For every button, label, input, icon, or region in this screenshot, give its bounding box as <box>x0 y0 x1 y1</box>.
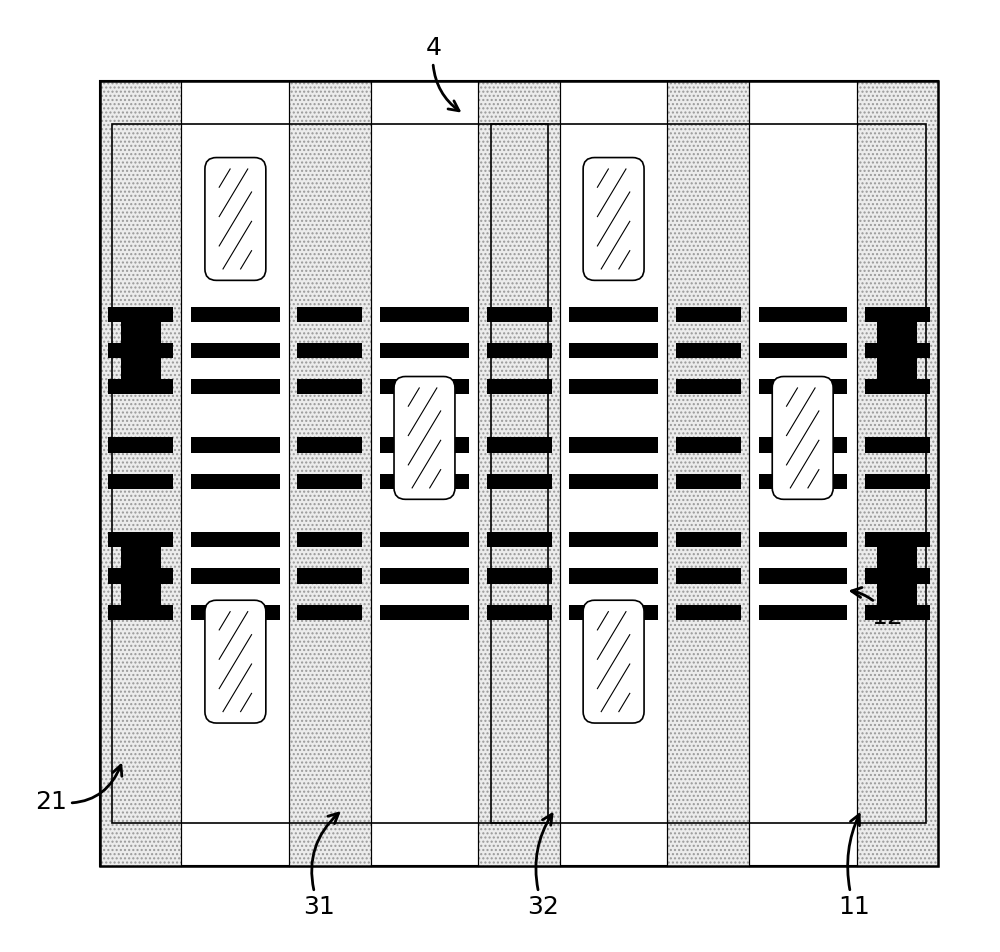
Bar <box>569 568 658 584</box>
Bar <box>676 379 741 394</box>
Bar <box>191 473 280 489</box>
Bar <box>759 307 847 322</box>
Bar <box>487 568 552 584</box>
Bar <box>857 81 938 866</box>
Bar <box>877 316 917 385</box>
FancyBboxPatch shape <box>583 601 644 724</box>
Bar <box>191 605 280 620</box>
Bar <box>191 307 280 322</box>
Bar <box>297 532 362 547</box>
Bar <box>108 379 173 394</box>
Bar <box>191 379 280 394</box>
Bar <box>380 473 469 489</box>
Bar <box>865 343 930 358</box>
Bar <box>759 568 847 584</box>
Bar <box>676 568 741 584</box>
Bar <box>380 307 469 322</box>
Bar <box>191 568 280 584</box>
Bar <box>380 438 469 452</box>
Bar <box>297 473 362 489</box>
Bar <box>297 568 362 584</box>
Bar <box>108 438 173 452</box>
Bar <box>478 81 560 866</box>
Bar <box>191 532 280 547</box>
Bar <box>491 124 926 823</box>
Bar <box>877 542 917 610</box>
Bar <box>569 473 658 489</box>
Bar <box>108 532 173 547</box>
Bar <box>297 379 362 394</box>
Bar <box>108 473 173 489</box>
FancyBboxPatch shape <box>205 601 266 724</box>
Bar <box>297 307 362 322</box>
Bar <box>865 379 930 394</box>
Bar <box>569 343 658 358</box>
Bar <box>865 473 930 489</box>
Bar <box>759 473 847 489</box>
Text: 31: 31 <box>303 813 339 920</box>
Bar <box>121 316 161 385</box>
Bar <box>676 605 741 620</box>
Bar <box>297 438 362 452</box>
Bar <box>676 473 741 489</box>
Bar <box>569 438 658 452</box>
Bar <box>108 568 173 584</box>
Text: 21: 21 <box>35 765 122 814</box>
Bar <box>100 81 181 866</box>
Bar <box>487 605 552 620</box>
Bar <box>865 568 930 584</box>
Bar <box>487 532 552 547</box>
Bar <box>676 343 741 358</box>
Bar <box>569 379 658 394</box>
Bar <box>759 532 847 547</box>
Bar <box>759 379 847 394</box>
Text: 32: 32 <box>527 814 559 920</box>
Bar <box>487 438 552 452</box>
Bar <box>759 343 847 358</box>
Bar <box>380 532 469 547</box>
Bar <box>865 605 930 620</box>
Bar <box>676 438 741 452</box>
Bar <box>108 343 173 358</box>
Bar <box>865 532 930 547</box>
Bar <box>676 307 741 322</box>
Bar <box>297 343 362 358</box>
Bar <box>108 307 173 322</box>
Bar <box>108 605 173 620</box>
Bar <box>487 473 552 489</box>
Bar <box>380 343 469 358</box>
Bar <box>297 605 362 620</box>
FancyBboxPatch shape <box>772 376 833 499</box>
Bar <box>380 568 469 584</box>
Bar <box>865 307 930 322</box>
Bar <box>759 438 847 452</box>
Bar <box>667 81 749 866</box>
Bar <box>569 532 658 547</box>
Text: 11: 11 <box>838 815 870 920</box>
Bar <box>759 605 847 620</box>
Bar <box>487 343 552 358</box>
Bar <box>112 124 548 823</box>
Bar <box>380 379 469 394</box>
Bar <box>191 438 280 452</box>
Bar <box>191 343 280 358</box>
Text: 12: 12 <box>851 587 903 629</box>
Bar <box>289 81 371 866</box>
Bar <box>487 307 552 322</box>
Bar <box>569 605 658 620</box>
Bar <box>100 81 938 866</box>
FancyBboxPatch shape <box>205 157 266 281</box>
FancyBboxPatch shape <box>394 376 455 499</box>
FancyBboxPatch shape <box>583 157 644 281</box>
Bar <box>121 542 161 610</box>
Bar <box>380 605 469 620</box>
Bar <box>865 438 930 452</box>
Text: 4: 4 <box>425 35 459 110</box>
Bar <box>569 307 658 322</box>
Bar <box>100 81 938 866</box>
Bar <box>676 532 741 547</box>
Bar <box>487 379 552 394</box>
